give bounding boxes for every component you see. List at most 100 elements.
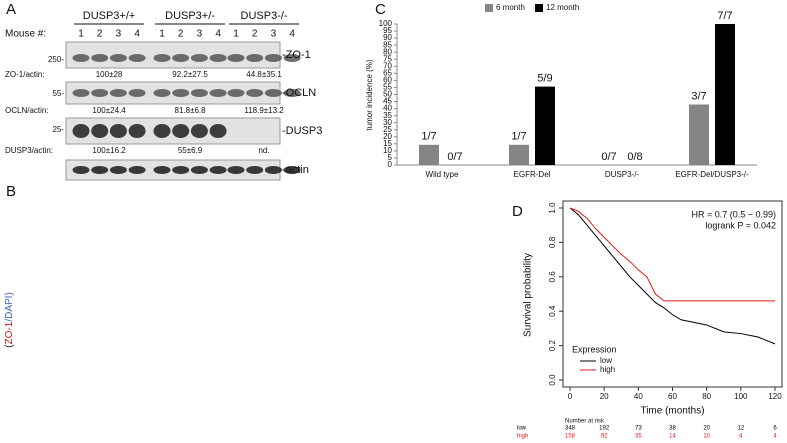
- y-tick-label: 15: [383, 139, 392, 148]
- risk-value: 20: [703, 426, 710, 432]
- lane-label: 2: [178, 29, 184, 40]
- blot-band: [109, 166, 127, 174]
- lane-label: 1: [159, 29, 165, 40]
- blot-band: [128, 166, 146, 174]
- y-tick-label: 0.8: [548, 236, 557, 248]
- quant-value: 100±28: [96, 70, 123, 79]
- blot-band: [209, 54, 227, 62]
- survival-curve: [569, 207, 775, 302]
- y-tick-label: 100: [379, 19, 393, 28]
- risk-value: 12: [737, 426, 744, 432]
- value-label: 7/7: [717, 10, 732, 22]
- risk-value: 4: [773, 434, 777, 440]
- blot-band: [190, 124, 208, 138]
- panel-b: B (ZO-1/DAPI): [4, 183, 16, 348]
- risk-row-label: high: [517, 434, 528, 440]
- blot-band: [227, 89, 245, 97]
- blot-band: [91, 89, 109, 97]
- x-axis-label: Time (months): [640, 406, 704, 417]
- blot-band: [153, 124, 171, 138]
- blot-band: [109, 54, 127, 62]
- y-tick-label: 0.2: [548, 339, 557, 351]
- blot-name: -OCLN: [282, 87, 316, 99]
- legend-title: Expression: [572, 344, 617, 354]
- y-tick-label: 35: [383, 111, 392, 120]
- annotation: logrank P = 0.042: [705, 220, 776, 230]
- side-label-part: /DAPI): [4, 292, 15, 321]
- panel-d: D Survival probability Time (months) 0.0 0.2…: [512, 200, 783, 440]
- risk-value: 192: [599, 426, 610, 432]
- y-tick-label: 90: [383, 33, 392, 42]
- blot-band: [190, 89, 208, 97]
- blot-band: [153, 54, 171, 62]
- panel-label: C: [375, 1, 386, 18]
- quant-value: 92.2±27.5: [172, 70, 208, 79]
- blot-band: [128, 89, 146, 97]
- blot-band: [91, 54, 109, 62]
- risk-value: 6: [773, 426, 777, 432]
- lane-label: 3: [271, 29, 277, 40]
- x-tick-label: 80: [702, 392, 711, 401]
- legend-swatch: [535, 4, 543, 12]
- mw-marker: 250-: [48, 55, 64, 64]
- y-tick-label: 0.6: [548, 271, 557, 283]
- mouse-label: Mouse #:: [5, 29, 46, 40]
- y-tick-label: 70: [383, 61, 392, 70]
- legend-label: 6 month: [496, 3, 525, 12]
- y-tick-label: 75: [383, 54, 392, 63]
- x-tick-label: EGFR-Del/DUSP3-/-: [675, 170, 749, 179]
- blot-band: [209, 89, 227, 97]
- quant-value: nd.: [258, 146, 269, 155]
- blot-name: -ZO-1: [282, 49, 311, 61]
- y-tick-label: 25: [383, 125, 392, 134]
- panel-label: A: [6, 1, 16, 18]
- group-label: DUSP3+/-: [165, 10, 215, 22]
- value-label: 5/9: [537, 73, 552, 85]
- legend-label: high: [600, 365, 615, 374]
- blot-band: [209, 124, 227, 138]
- value-label: 0/7: [601, 151, 616, 163]
- blot-band: [72, 124, 90, 138]
- lane-label: 2: [97, 29, 103, 40]
- blot-band: [72, 89, 90, 97]
- blot-band: [109, 124, 127, 138]
- blot-band: [190, 166, 208, 174]
- group-label: DUSP3-/-: [241, 10, 288, 22]
- y-tick-label: 0: [388, 160, 393, 169]
- x-tick-label: 60: [668, 392, 677, 401]
- quant-value: 81.8±6.8: [175, 106, 207, 115]
- risk-value: 14: [669, 434, 676, 440]
- y-tick-label: 1.0: [548, 202, 557, 214]
- group-label: DUSP3+/+: [83, 10, 136, 22]
- risk-value: 4: [739, 434, 743, 440]
- y-axis-label: tumor incidence (%): [365, 59, 374, 130]
- y-tick-label: 50: [383, 90, 392, 99]
- blot-band: [172, 124, 190, 138]
- blot-band: [190, 54, 208, 62]
- mw-marker: 25-: [52, 125, 64, 134]
- x-tick-label: 120: [768, 392, 782, 401]
- blot-band: [227, 54, 245, 62]
- risk-value: 35: [635, 434, 642, 440]
- blot-band: [172, 54, 190, 62]
- bar: [689, 104, 709, 165]
- blot-band: [72, 166, 90, 174]
- risk-value: 10: [703, 434, 710, 440]
- x-tick-label: EGFR-Del: [514, 170, 551, 179]
- y-tick-label: 80: [383, 47, 392, 56]
- lane-label: 3: [197, 29, 203, 40]
- x-tick-label: 40: [634, 392, 643, 401]
- blot-band: [246, 89, 264, 97]
- blot-band: [227, 166, 245, 174]
- mw-marker: 55-: [52, 89, 64, 98]
- y-tick-label: 0.0: [548, 374, 557, 386]
- value-label: 0/8: [627, 151, 642, 163]
- blot-band: [128, 124, 146, 138]
- survival-curve: [569, 207, 776, 345]
- panel-label: B: [6, 183, 16, 200]
- lane-label: 4: [215, 29, 221, 40]
- blot-band: [72, 54, 90, 62]
- risk-value: 92: [601, 434, 608, 440]
- lane-label: 2: [252, 29, 258, 40]
